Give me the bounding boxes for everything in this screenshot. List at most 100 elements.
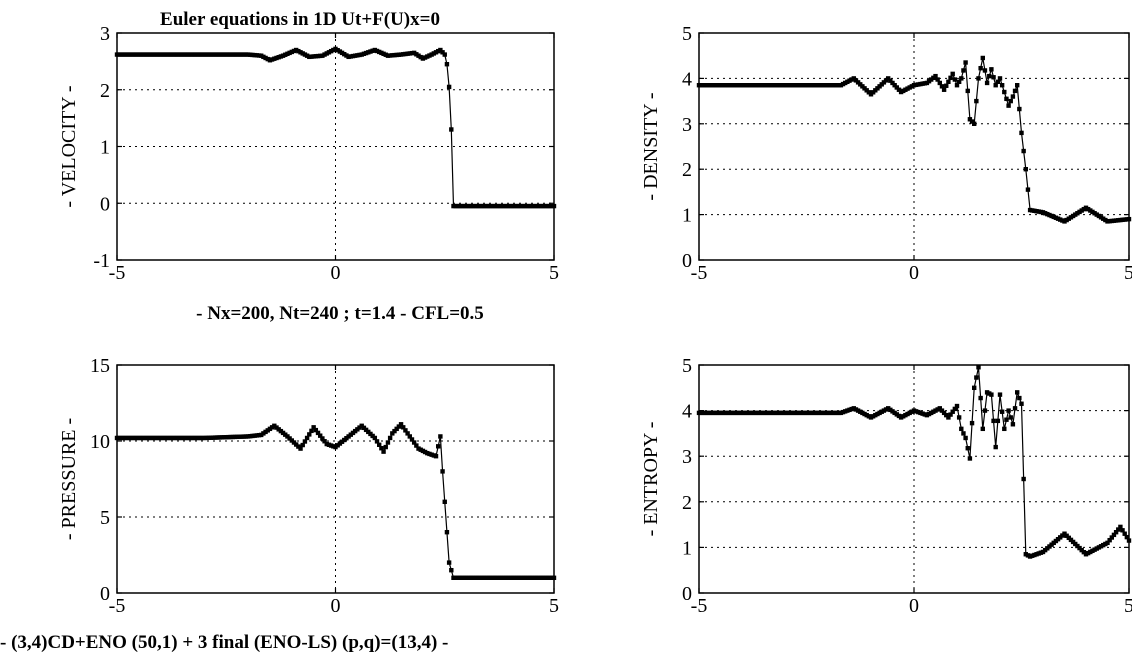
data-point [396, 424, 402, 429]
data-point [961, 68, 966, 73]
data-point [944, 412, 949, 418]
y-axis-label: - ENTROPY - [640, 422, 662, 537]
data-point [377, 442, 382, 447]
x-tick-label: 0 [909, 595, 919, 617]
data-point [1017, 395, 1022, 401]
data-point [1124, 534, 1130, 540]
data-point [978, 395, 983, 401]
figure-subtitle: - Nx=200, Nt=240 ; t=1.4 - CFL=0.5 [196, 303, 484, 324]
data-point [433, 454, 439, 459]
data-point [1019, 130, 1024, 136]
data-point [959, 76, 964, 81]
data-point [302, 439, 308, 444]
data-point [1012, 88, 1018, 94]
data-point [1008, 98, 1013, 104]
data-point [1021, 476, 1026, 482]
x-tick-label: 0 [331, 595, 341, 617]
data-point [954, 83, 960, 88]
data-point [974, 375, 979, 380]
data-point [937, 406, 942, 411]
data-point [995, 418, 1001, 424]
data-point [956, 79, 962, 85]
data-point [1105, 540, 1110, 546]
data-point [551, 575, 557, 580]
data-point [440, 469, 445, 474]
data-point [383, 444, 388, 450]
data-point [937, 80, 942, 86]
data-point [1010, 422, 1016, 427]
data-point [976, 365, 981, 370]
data-point [446, 84, 452, 90]
data-point [311, 425, 316, 430]
x-tick-label: -5 [691, 262, 708, 284]
chart-panel-0: -1 0 1 2 3 -5 0 5 - VELOCITY - [58, 23, 559, 284]
data-point [320, 436, 325, 441]
data-point [381, 449, 386, 454]
y-tick-label: 0 [100, 193, 110, 215]
data-point [1010, 94, 1016, 99]
y-tick-label: 5 [682, 355, 692, 377]
data-point [993, 83, 998, 88]
data-point [991, 75, 996, 80]
data-point [313, 427, 319, 433]
data-point [307, 432, 312, 437]
data-point [890, 80, 895, 86]
data-point [997, 392, 1003, 397]
data-point [1122, 531, 1127, 536]
data-point [991, 418, 996, 424]
data-point [941, 87, 947, 92]
data-point [935, 77, 940, 82]
data-point [976, 76, 981, 81]
data-point [414, 443, 419, 448]
y-tick-label: 2 [682, 159, 692, 181]
y-tick-label: 0 [682, 583, 692, 605]
data-point [1021, 148, 1026, 154]
y-axis-label: - PRESSURE - [58, 418, 80, 540]
y-tick-label: 3 [100, 23, 110, 45]
y-tick-label: 3 [682, 446, 692, 468]
data-point [993, 444, 998, 450]
y-tick-label: 0 [100, 583, 110, 605]
x-tick-label: 5 [549, 595, 559, 617]
data-point [984, 80, 990, 86]
data-point [974, 98, 979, 104]
data-point [551, 203, 557, 209]
data-point [939, 408, 945, 413]
data-point [967, 117, 973, 122]
data-point [999, 409, 1005, 414]
y-tick-label: 15 [90, 355, 110, 377]
data-point [372, 435, 378, 441]
x-tick-label: -5 [691, 595, 708, 617]
data-point [1126, 538, 1132, 543]
data-point [392, 428, 397, 434]
data-point [446, 560, 452, 565]
data-point [954, 403, 960, 409]
data-point [888, 78, 893, 83]
data-point [1008, 415, 1013, 420]
x-tick-label: 0 [909, 262, 919, 284]
y-tick-label: 1 [100, 137, 110, 159]
data-point [982, 408, 988, 413]
data-point [394, 426, 399, 432]
data-point [407, 434, 412, 439]
data-point [298, 446, 303, 451]
data-point [894, 85, 899, 90]
data-point [995, 79, 1001, 85]
data-point [315, 430, 321, 436]
data-point [1116, 527, 1121, 532]
figure-caption: - (3,4)CD+ENO (50,1) + 3 final (ENO-LS) … [0, 632, 448, 653]
x-tick-label: 5 [1124, 262, 1132, 284]
data-point [896, 87, 902, 92]
data-point [409, 437, 415, 442]
data-point [963, 60, 968, 65]
data-point [1002, 89, 1007, 95]
data-point [969, 420, 975, 426]
y-tick-label: -1 [93, 250, 110, 272]
data-point [300, 442, 305, 448]
data-point [440, 50, 445, 55]
y-tick-label: 1 [682, 537, 692, 559]
data-point [946, 415, 951, 420]
